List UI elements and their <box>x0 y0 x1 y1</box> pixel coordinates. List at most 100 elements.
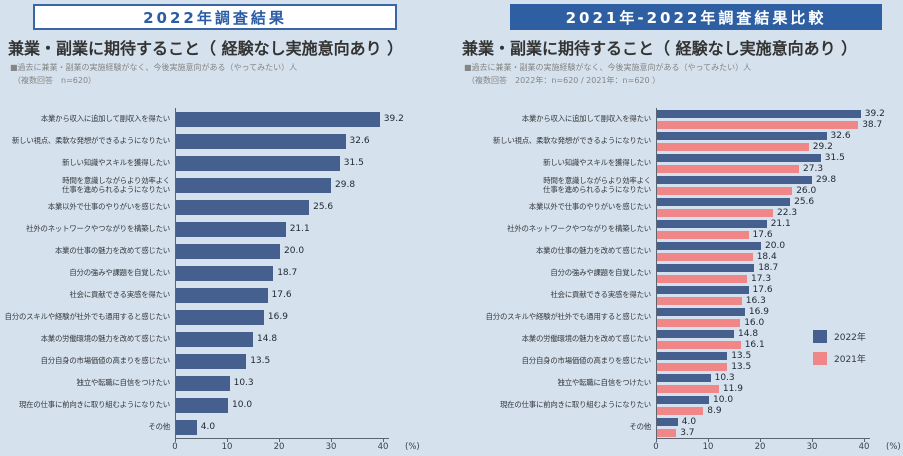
value-label: 14.8 <box>257 334 278 344</box>
bar-2022 <box>657 153 821 162</box>
value-label: 20.0 <box>765 240 786 251</box>
category-label: 自分自身の市場価値の高まりを感じたい <box>40 356 171 366</box>
chart-2021-2022-comparison: 本業から収入に追加して副収入を得たい 39.2 38.7 新しい視点、柔軟な発想ができ… <box>452 108 901 454</box>
value-label: 26.0 <box>796 185 817 196</box>
bar-2021 <box>657 384 719 393</box>
bar-group: 13.5 13.5 <box>656 350 751 372</box>
bar-line: 14.8 <box>176 331 278 347</box>
value-label: 21.1 <box>770 218 791 229</box>
value-label: 22.3 <box>777 207 798 218</box>
category-label: 新しい知識やスキルを獲得したい <box>543 158 651 168</box>
bar-group: 18.7 <box>175 262 297 284</box>
bar-line: 16.1 <box>657 340 765 350</box>
panel-comparison-note-line1: ■過去に兼業・副業の実施経験がなく、今後実施意向がある（やってみたい）人 <box>464 63 752 72</box>
bar-2022 <box>657 131 827 140</box>
axis-tick <box>760 439 761 442</box>
bar-group: 32.6 <box>175 130 370 152</box>
category-label: 本業の仕事の魅力を改めて感じたい <box>54 246 170 256</box>
bar-row: 自分のスキルや経験が社外でも通用すると感じたい 16.9 16.0 <box>452 306 885 328</box>
bar-row: 社会に貢献できる実感を得たい 17.6 16.3 <box>452 284 885 306</box>
panel-comparison-note-line2: （複数回答 2022年：n=620 / 2021年：n=620 ） <box>467 75 661 85</box>
bar-line: 13.5 <box>176 353 271 369</box>
bar-group: 4.0 <box>175 416 215 438</box>
category-label: 現在の仕事に前向きに取り組むようになりたい <box>499 400 651 410</box>
bar-2022 <box>657 329 734 338</box>
value-label: 10.0 <box>232 400 253 410</box>
bar-2022 <box>176 221 286 237</box>
bar-line: 38.7 <box>657 120 885 130</box>
x-axis: 0 10 20 30 40 (%) <box>172 438 420 454</box>
bar-group: 29.8 <box>175 174 355 196</box>
bar-2022 <box>176 419 197 435</box>
axis-tick-label: 0 <box>653 442 659 452</box>
bar-group: 10.0 8.9 <box>656 394 733 416</box>
bar-line: 17.6 <box>657 230 791 240</box>
category-label: 本業から収入に追加して副収入を得たい <box>40 114 170 124</box>
value-label: 17.6 <box>271 290 292 300</box>
value-label: 14.8 <box>738 328 759 339</box>
bar-line: 22.3 <box>657 208 814 218</box>
category-label: 自分自身の市場価値の高まりを感じたい <box>521 356 652 366</box>
panel-2022-chart-title: 兼業・副業に期待すること（ 経験なし実施意向あり ） <box>8 39 404 58</box>
panel-2022-note-line2: （複数回答 n=620） <box>13 75 97 85</box>
bar-2021 <box>657 296 742 305</box>
value-label: 39.2 <box>864 108 885 119</box>
axis-tick <box>708 439 709 442</box>
bar-line: 25.6 <box>657 197 814 207</box>
bar-row: 時間を意識しながらより効率よく 仕事を進められるようになりたい 29.8 <box>0 174 404 196</box>
value-label: 29.8 <box>335 180 356 190</box>
value-label: 13.5 <box>731 350 752 361</box>
panel-2022-header: 2022年調査結果 <box>33 4 397 30</box>
bar-line: 10.3 <box>176 375 254 391</box>
bar-line: 18.7 <box>176 265 297 281</box>
bar-row: その他 4.0 3.7 <box>452 416 885 438</box>
bar-2021 <box>657 164 799 173</box>
value-label: 4.0 <box>681 416 697 427</box>
bar-group: 10.3 11.9 <box>656 372 743 394</box>
value-label: 13.5 <box>250 356 271 366</box>
bar-row: 本業の仕事の魅力を改めて感じたい 20.0 18.4 <box>452 240 885 262</box>
bar-2021 <box>657 318 741 327</box>
value-label: 27.3 <box>803 163 824 174</box>
bar-line: 29.8 <box>176 177 356 193</box>
axis-tick-label: 20 <box>754 442 766 452</box>
bar-group: 17.6 <box>175 284 292 306</box>
legend-item-2022: 2022年 <box>813 330 866 343</box>
bar-row: 本業の仕事の魅力を改めて感じたい 20.0 <box>0 240 404 262</box>
category-label: 本業の仕事の魅力を改めて感じたい <box>535 246 651 256</box>
bar-2022 <box>657 109 861 118</box>
category-label: 本業の労働環境の魅力を改めて感じたい <box>40 334 171 344</box>
value-label: 29.2 <box>812 141 833 152</box>
bar-line: 31.5 <box>657 153 845 163</box>
bar-line: 16.9 <box>176 309 288 325</box>
category-label: 社外のネットワークやつながりを構築したい <box>26 224 170 234</box>
bar-row: 本業以外で仕事のやりがいを感じたい 25.6 22.3 <box>452 196 885 218</box>
bar-line: 21.1 <box>176 221 310 237</box>
category-label: 時間を意識しながらより効率よく 仕事を進められるようになりたい <box>62 175 170 194</box>
value-label: 16.0 <box>744 317 765 328</box>
bar-line: 32.6 <box>657 131 851 141</box>
bar-2021 <box>657 142 809 151</box>
value-label: 16.3 <box>745 295 766 306</box>
axis-tick-label: 30 <box>325 442 337 452</box>
legend-item-2021: 2021年 <box>813 352 866 365</box>
category-label: 社外のネットワークやつながりを構築したい <box>507 224 651 234</box>
bar-row: 新しい視点、柔軟な発想ができるようになりたい 32.6 29.2 <box>452 130 885 152</box>
value-label: 16.9 <box>267 312 288 322</box>
value-label: 25.6 <box>794 196 815 207</box>
category-label: 本業から収入に追加して副収入を得たい <box>521 114 651 124</box>
bar-line: 13.5 <box>657 362 751 372</box>
bar-2022 <box>176 155 340 171</box>
category-label: 社会に貢献できる実感を得たい <box>69 290 170 300</box>
bar-line: 29.2 <box>657 142 851 152</box>
value-label: 31.5 <box>824 152 845 163</box>
value-label: 8.9 <box>707 405 722 416</box>
bar-row: 自分のスキルや経験が社外でも通用すると感じたい 16.9 <box>0 306 404 328</box>
bar-2022 <box>657 373 711 382</box>
panel-2022: 2022年調査結果 兼業・副業に期待すること（ 経験なし実施意向あり ） ■過去… <box>0 4 420 454</box>
bar-2021 <box>657 252 753 261</box>
value-label: 10.3 <box>714 372 735 383</box>
bar-2021 <box>657 186 793 195</box>
bar-row: 自分の強みや課題を自覚したい 18.7 17.3 <box>452 262 885 284</box>
bar-row: 新しい知識やスキルを獲得したい 31.5 <box>0 152 404 174</box>
